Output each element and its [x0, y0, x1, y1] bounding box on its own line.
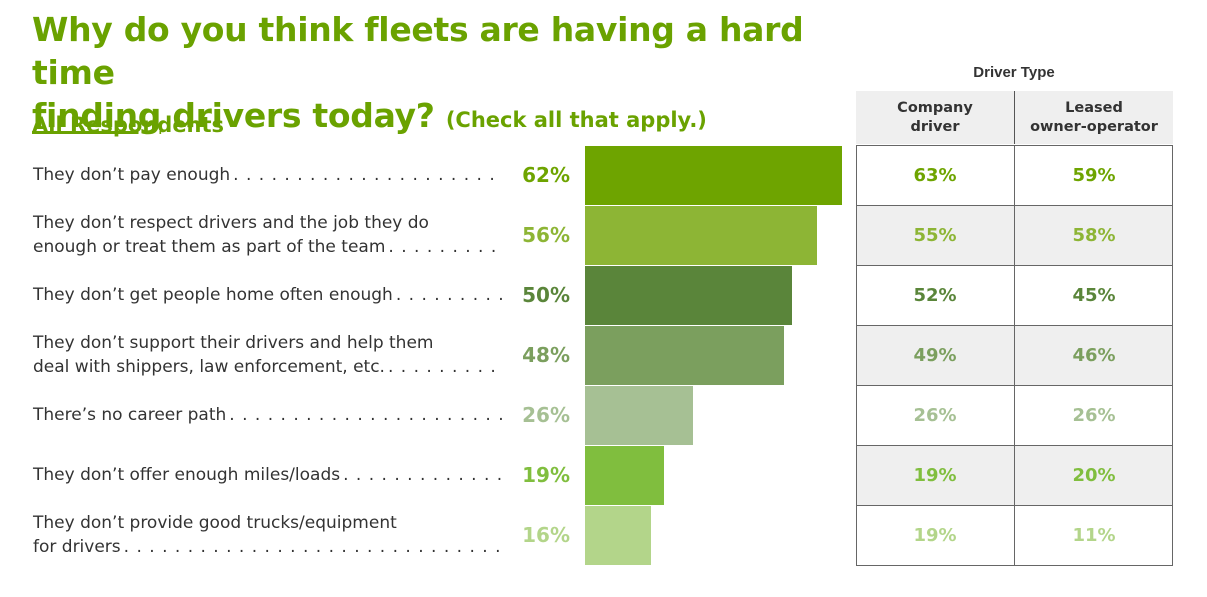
column-header-company-line-2: driver	[910, 118, 960, 135]
column-header-leased-owner-operator: Leased owner-operator	[1015, 91, 1173, 144]
category-label-text: deal with shippers, law enforcement, etc…	[33, 357, 385, 377]
leased-owner-operator-cell: 20%	[1072, 464, 1116, 486]
category-label-text: There’s no career path	[33, 405, 227, 425]
bar	[585, 386, 693, 445]
leader-dots: . . . . . . . . . . . . . . . . . . . . …	[233, 165, 503, 185]
bar	[585, 446, 664, 505]
leased-owner-operator-cell: 46%	[1072, 344, 1116, 366]
leased-owner-operator-cell: 58%	[1072, 224, 1116, 246]
category-label-text: They don’t offer enough miles/loads	[33, 465, 341, 485]
category-label: They don’t pay enough . . . . . . . . . …	[33, 145, 503, 205]
leader-dots: . . . . . . . . . . . . . . . . . . . . …	[229, 405, 503, 425]
leader-dots: . . . . . . . . . . . . . . . . . . . . …	[395, 285, 503, 305]
category-label-text: They don’t pay enough	[33, 165, 231, 185]
bar	[585, 146, 842, 205]
category-label: They don’t offer enough miles/loads . . …	[33, 445, 503, 505]
category-label-text: enough or treat them as part of the team	[33, 237, 386, 257]
category-label-text: They don’t support their drivers and hel…	[33, 333, 434, 353]
chart-subtitle: All Respondents	[32, 113, 225, 137]
company-driver-cell: 52%	[913, 284, 957, 306]
column-header-leased-line-2: owner-operator	[1030, 118, 1158, 135]
chart-title: Why do you think fleets are having a har…	[32, 8, 892, 142]
category-label: There’s no career path . . . . . . . . .…	[33, 385, 503, 445]
leased-owner-operator-cell: 45%	[1072, 284, 1116, 306]
leased-owner-operator-cell: 11%	[1072, 524, 1116, 546]
bar	[585, 506, 651, 565]
company-driver-cell: 63%	[913, 164, 957, 186]
title-underlined-word: finding	[32, 96, 162, 135]
column-header-leased-line-1: Leased	[1065, 99, 1123, 116]
overall-value-label: 19%	[522, 463, 570, 487]
leader-dots: . . . . . . . . . . . . . . . . . . . . …	[123, 537, 503, 557]
leased-owner-operator-cell: 59%	[1072, 164, 1116, 186]
column-header-company-driver: Company driver	[856, 91, 1014, 144]
category-label-text: They don’t get people home often enough	[33, 285, 393, 305]
category-label-text: for drivers	[33, 537, 121, 557]
overall-value-label: 48%	[522, 343, 570, 367]
bar	[585, 266, 792, 325]
column-header-company-line-1: Company	[897, 99, 973, 116]
title-line-2: drivers today?	[161, 96, 435, 135]
title-note: (Check all that apply.)	[445, 108, 707, 132]
company-driver-cell: 26%	[913, 404, 957, 426]
category-label: They don’t get people home often enough …	[33, 265, 503, 325]
overall-value-label: 16%	[522, 523, 570, 547]
overall-value-label: 50%	[522, 283, 570, 307]
overall-value-label: 62%	[522, 163, 570, 187]
overall-value-label: 56%	[522, 223, 570, 247]
driver-type-header: Driver Type	[973, 64, 1055, 81]
category-label-text: They don’t respect drivers and the job t…	[33, 213, 429, 233]
category-label: They don’t provide good trucks/equipment…	[33, 505, 503, 565]
leader-dots: . . . . . . . . . . . . . . . . . . . . …	[387, 357, 503, 377]
company-driver-cell: 19%	[913, 464, 957, 486]
bar	[585, 326, 784, 385]
overall-value-label: 26%	[522, 403, 570, 427]
category-label-text: They don’t provide good trucks/equipment	[33, 513, 397, 533]
leased-owner-operator-cell: 26%	[1072, 404, 1116, 426]
company-driver-cell: 55%	[913, 224, 957, 246]
column-header-divider	[1014, 91, 1015, 144]
company-driver-cell: 19%	[913, 524, 957, 546]
title-line-1: Why do you think fleets are having a har…	[32, 10, 804, 92]
category-label: They don’t support their drivers and hel…	[33, 325, 503, 385]
company-driver-cell: 49%	[913, 344, 957, 366]
category-label: They don’t respect drivers and the job t…	[33, 205, 503, 265]
leader-dots: . . . . . . . . . . . . . . . . . . . . …	[343, 465, 503, 485]
bar	[585, 206, 817, 265]
leader-dots: . . . . . . . . . . . . . . . . . . . . …	[388, 237, 503, 257]
